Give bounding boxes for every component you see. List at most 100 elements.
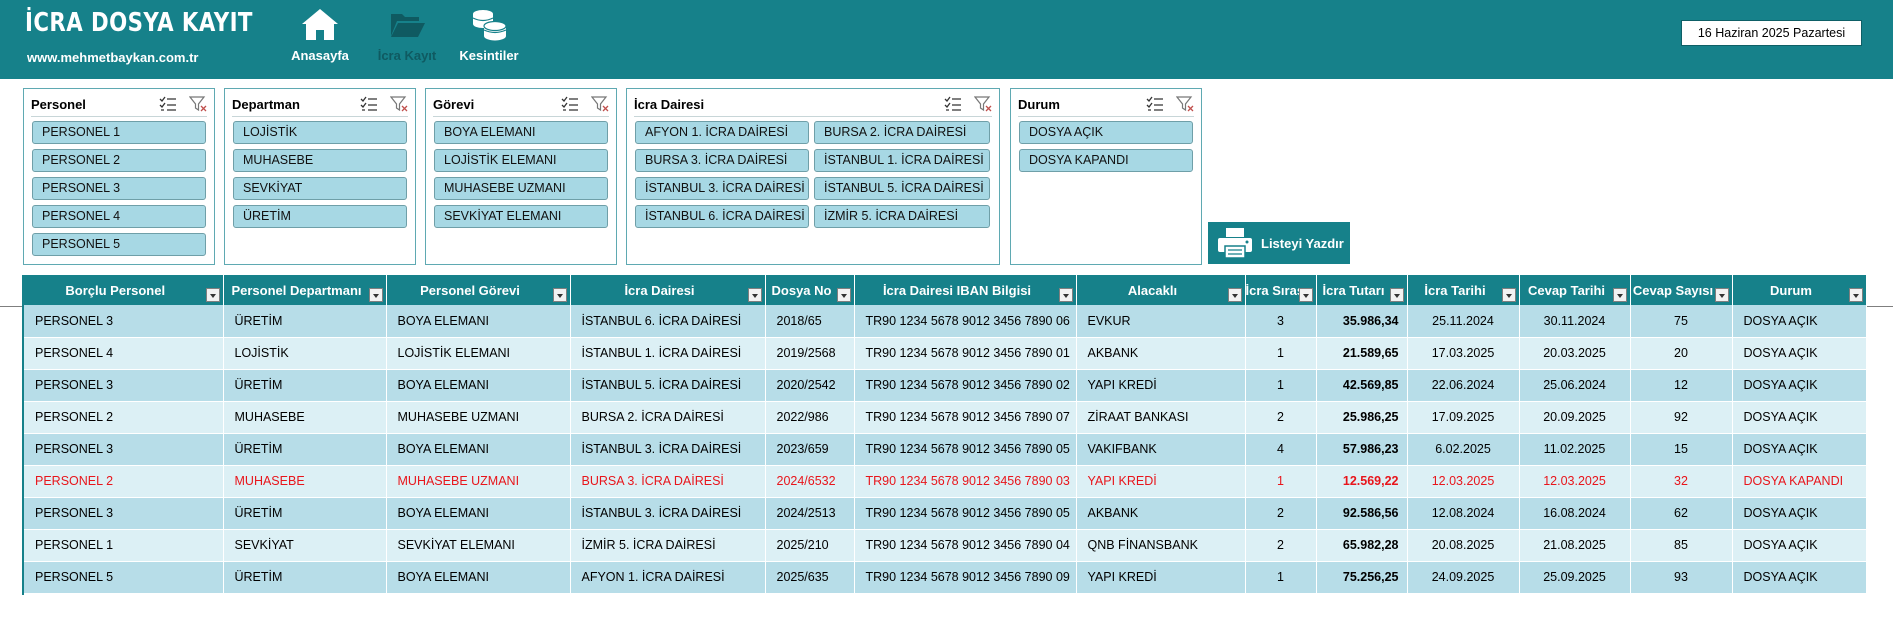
cell-icra-sirasi[interactable]: 3 bbox=[1245, 305, 1317, 338]
table-row[interactable]: PERSONEL 5 ÜRETİM BOYA ELEMANI AFYON 1. … bbox=[24, 561, 1867, 594]
filter-dropdown-icon[interactable] bbox=[1612, 288, 1627, 302]
cell-departman[interactable]: ÜRETİM bbox=[223, 369, 387, 402]
clear-filter-icon[interactable] bbox=[591, 96, 609, 112]
cell-alacakli[interactable]: ZİRAAT BANKASI bbox=[1076, 401, 1246, 434]
cell-icra-dairesi[interactable]: İSTANBUL 3. İCRA DAİRESİ bbox=[570, 433, 766, 466]
cell-personel[interactable]: PERSONEL 4 bbox=[24, 337, 224, 370]
cell-icra-tutari[interactable]: 65.982,28 bbox=[1316, 529, 1408, 562]
slicer-item-bursa-2[interactable]: BURSA 2. İCRA DAİRESİ bbox=[814, 121, 990, 144]
cell-cevap-sayisi[interactable]: 32 bbox=[1630, 465, 1733, 498]
nav-kesintiler[interactable]: Kesintiler bbox=[449, 6, 529, 63]
cell-cevap-tarihi[interactable]: 25.06.2024 bbox=[1519, 369, 1631, 402]
slicer-item-istanbul-3[interactable]: İSTANBUL 3. İCRA DAİRESİ bbox=[635, 177, 809, 200]
cell-icra-sirasi[interactable]: 2 bbox=[1245, 529, 1317, 562]
slicer-item-izmir-5[interactable]: İZMİR 5. İCRA DAİRESİ bbox=[814, 205, 990, 228]
cell-departman[interactable]: ÜRETİM bbox=[223, 497, 387, 530]
cell-icra-sirasi[interactable]: 1 bbox=[1245, 369, 1317, 402]
cell-icra-dairesi[interactable]: AFYON 1. İCRA DAİRESİ bbox=[570, 561, 766, 594]
cell-cevap-sayisi[interactable]: 62 bbox=[1630, 497, 1733, 530]
filter-dropdown-icon[interactable] bbox=[205, 288, 220, 302]
cell-cevap-tarihi[interactable]: 25.09.2025 bbox=[1519, 561, 1631, 594]
nav-anasayfa[interactable]: Anasayfa bbox=[280, 6, 360, 63]
cell-alacakli[interactable]: AKBANK bbox=[1076, 337, 1246, 370]
cell-dosya-no[interactable]: 2025/635 bbox=[765, 561, 855, 594]
filter-dropdown-icon[interactable] bbox=[1058, 288, 1073, 302]
slicer-item-dosya-kapandi[interactable]: DOSYA KAPANDI bbox=[1019, 149, 1193, 172]
cell-icra-dairesi[interactable]: İSTANBUL 5. İCRA DAİRESİ bbox=[570, 369, 766, 402]
slicer-item-bursa-3[interactable]: BURSA 3. İCRA DAİRESİ bbox=[635, 149, 809, 172]
cell-alacakli[interactable]: EVKUR bbox=[1076, 305, 1246, 338]
cell-icra-tutari[interactable]: 12.569,22 bbox=[1316, 465, 1408, 498]
cell-cevap-tarihi[interactable]: 20.03.2025 bbox=[1519, 337, 1631, 370]
cell-icra-dairesi[interactable]: BURSA 2. İCRA DAİRESİ bbox=[570, 401, 766, 434]
clear-filter-icon[interactable] bbox=[1176, 96, 1194, 112]
cell-durum[interactable]: DOSYA AÇIK bbox=[1732, 369, 1867, 402]
slicer-item-istanbul-1[interactable]: İSTANBUL 1. İCRA DAİRESİ bbox=[814, 149, 990, 172]
cell-iban[interactable]: TR90 1234 5678 9012 3456 7890 05 bbox=[854, 433, 1077, 466]
clear-filter-icon[interactable] bbox=[189, 96, 207, 112]
multi-select-icon[interactable] bbox=[944, 96, 962, 112]
cell-cevap-tarihi[interactable]: 12.03.2025 bbox=[1519, 465, 1631, 498]
table-row[interactable]: PERSONEL 2 MUHASEBE MUHASEBE UZMANI BURS… bbox=[24, 401, 1867, 434]
cell-icra-sirasi[interactable]: 1 bbox=[1245, 465, 1317, 498]
multi-select-icon[interactable] bbox=[1146, 96, 1164, 112]
cell-alacakli[interactable]: YAPI KREDİ bbox=[1076, 465, 1246, 498]
cell-alacakli[interactable]: QNB FİNANSBANK bbox=[1076, 529, 1246, 562]
table-row[interactable]: PERSONEL 3 ÜRETİM BOYA ELEMANI İSTANBUL … bbox=[24, 305, 1867, 338]
site-url[interactable]: www.mehmetbaykan.com.tr bbox=[27, 50, 199, 65]
cell-dosya-no[interactable]: 2019/2568 bbox=[765, 337, 855, 370]
cell-personel[interactable]: PERSONEL 3 bbox=[24, 369, 224, 402]
cell-personel[interactable]: PERSONEL 2 bbox=[24, 465, 224, 498]
slicer-item-lojistik-elemani[interactable]: LOJİSTİK ELEMANI bbox=[434, 149, 608, 172]
cell-gorevi[interactable]: BOYA ELEMANI bbox=[386, 497, 571, 530]
cell-icra-sirasi[interactable]: 1 bbox=[1245, 337, 1317, 370]
column-header-departman[interactable]: Personel Departmanı bbox=[223, 275, 387, 305]
cell-alacakli[interactable]: AKBANK bbox=[1076, 497, 1246, 530]
cell-icra-tarihi[interactable]: 17.09.2025 bbox=[1407, 401, 1520, 434]
cell-iban[interactable]: TR90 1234 5678 9012 3456 7890 07 bbox=[854, 401, 1077, 434]
cell-iban[interactable]: TR90 1234 5678 9012 3456 7890 04 bbox=[854, 529, 1077, 562]
slicer-item-muhasebe[interactable]: MUHASEBE bbox=[233, 149, 407, 172]
cell-durum[interactable]: DOSYA KAPANDI bbox=[1732, 465, 1867, 498]
cell-departman[interactable]: ÜRETİM bbox=[223, 433, 387, 466]
slicer-item-sevkiyat[interactable]: SEVKİYAT bbox=[233, 177, 407, 200]
filter-dropdown-icon[interactable] bbox=[1501, 288, 1516, 302]
cell-durum[interactable]: DOSYA AÇIK bbox=[1732, 305, 1867, 338]
slicer-item-istanbul-5[interactable]: İSTANBUL 5. İCRA DAİRESİ bbox=[814, 177, 990, 200]
cell-gorevi[interactable]: BOYA ELEMANI bbox=[386, 305, 571, 338]
cell-icra-tarihi[interactable]: 25.11.2024 bbox=[1407, 305, 1520, 338]
cell-icra-tarihi[interactable]: 6.02.2025 bbox=[1407, 433, 1520, 466]
filter-dropdown-icon[interactable] bbox=[1389, 288, 1404, 302]
filter-dropdown-icon[interactable] bbox=[747, 288, 762, 302]
cell-icra-sirasi[interactable]: 2 bbox=[1245, 401, 1317, 434]
cell-icra-tutari[interactable]: 92.586,56 bbox=[1316, 497, 1408, 530]
cell-icra-tutari[interactable]: 35.986,34 bbox=[1316, 305, 1408, 338]
clear-filter-icon[interactable] bbox=[974, 96, 992, 112]
column-header-borclu-personel[interactable]: Borçlu Personel bbox=[24, 275, 224, 305]
cell-cevap-sayisi[interactable]: 12 bbox=[1630, 369, 1733, 402]
cell-personel[interactable]: PERSONEL 3 bbox=[24, 305, 224, 338]
column-header-gorevi[interactable]: Personel Görevi bbox=[386, 275, 571, 305]
slicer-item-personel-1[interactable]: PERSONEL 1 bbox=[32, 121, 206, 144]
cell-icra-tarihi[interactable]: 12.03.2025 bbox=[1407, 465, 1520, 498]
cell-durum[interactable]: DOSYA AÇIK bbox=[1732, 433, 1867, 466]
column-header-alacakli[interactable]: Alacaklı bbox=[1076, 275, 1246, 305]
cell-cevap-sayisi[interactable]: 15 bbox=[1630, 433, 1733, 466]
cell-durum[interactable]: DOSYA AÇIK bbox=[1732, 497, 1867, 530]
column-header-cevap-sayisi[interactable]: Cevap Sayısı bbox=[1630, 275, 1733, 305]
nav-icra-kayit[interactable]: İcra Kayıt bbox=[367, 6, 447, 63]
print-list-button[interactable]: Listeyi Yazdır bbox=[1208, 222, 1350, 264]
cell-personel[interactable]: PERSONEL 3 bbox=[24, 497, 224, 530]
filter-dropdown-icon[interactable] bbox=[1227, 288, 1242, 302]
cell-cevap-tarihi[interactable]: 16.08.2024 bbox=[1519, 497, 1631, 530]
multi-select-icon[interactable] bbox=[360, 96, 378, 112]
cell-alacakli[interactable]: YAPI KREDİ bbox=[1076, 369, 1246, 402]
cell-departman[interactable]: MUHASEBE bbox=[223, 401, 387, 434]
cell-cevap-sayisi[interactable]: 85 bbox=[1630, 529, 1733, 562]
cell-dosya-no[interactable]: 2018/65 bbox=[765, 305, 855, 338]
filter-dropdown-icon[interactable] bbox=[1848, 288, 1863, 302]
cell-icra-sirasi[interactable]: 4 bbox=[1245, 433, 1317, 466]
cell-dosya-no[interactable]: 2025/210 bbox=[765, 529, 855, 562]
cell-iban[interactable]: TR90 1234 5678 9012 3456 7890 03 bbox=[854, 465, 1077, 498]
cell-personel[interactable]: PERSONEL 3 bbox=[24, 433, 224, 466]
